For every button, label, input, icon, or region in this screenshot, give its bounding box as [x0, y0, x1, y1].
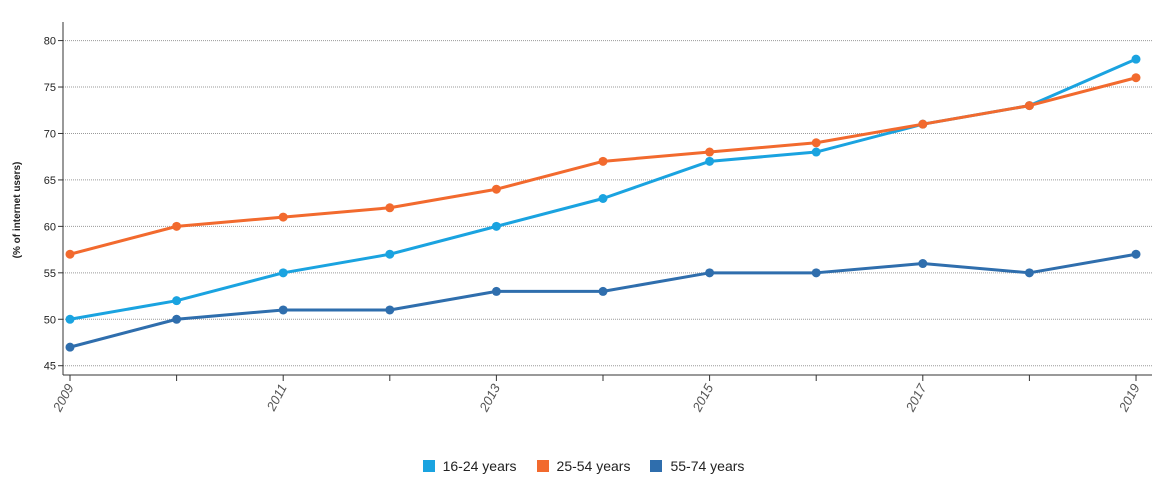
line-chart: 45 50 55 60 65 70 75 80 2009 2011 2013 2015 2017 201… [12, 22, 1152, 415]
data-point[interactable] [598, 286, 608, 296]
data-point[interactable] [278, 212, 288, 222]
data-point[interactable] [65, 342, 75, 352]
data-point[interactable] [278, 268, 288, 278]
data-point[interactable] [1024, 268, 1034, 278]
x-tick-label: 2011 [263, 381, 290, 414]
data-point[interactable] [65, 314, 75, 324]
legend: 16-24 years 25-54 years 55-74 years [0, 458, 1167, 474]
y-tick-label: 55 [44, 268, 56, 280]
data-point[interactable] [491, 221, 501, 231]
legend-swatch [536, 460, 549, 472]
y-tick-label: 75 [44, 82, 56, 94]
legend-label: 25-54 years [556, 458, 631, 474]
legend-swatch [422, 460, 435, 472]
legend-item[interactable]: 16-24 years [422, 458, 517, 474]
series-25-54-years [65, 73, 1141, 259]
y-tick-label: 45 [44, 361, 56, 373]
legend-label: 16-24 years [442, 458, 517, 474]
data-point[interactable] [491, 286, 501, 296]
data-point[interactable] [811, 147, 821, 157]
y-axis-label: (% of internet users) [12, 162, 23, 259]
legend-label: 55-74 years [670, 458, 745, 474]
series-55-74-years [65, 249, 1141, 352]
data-point[interactable] [385, 249, 395, 259]
data-point[interactable] [705, 156, 715, 166]
data-point[interactable] [278, 305, 288, 315]
data-point[interactable] [811, 268, 821, 278]
x-axis-ticks: 2009 2011 2013 2015 2017 2019 [49, 375, 1143, 415]
x-tick-label: 2009 [49, 381, 76, 414]
series-line [69, 252, 1137, 349]
y-tick-label: 70 [44, 128, 56, 140]
data-point[interactable] [598, 194, 608, 203]
data-point[interactable] [65, 249, 75, 259]
x-tick-label: 2017 [902, 381, 930, 415]
series-line [69, 76, 1137, 256]
x-tick-label: 2013 [476, 381, 504, 415]
data-point[interactable] [918, 259, 928, 269]
data-point[interactable] [385, 305, 395, 315]
legend-item[interactable]: 25-54 years [536, 458, 631, 474]
data-point[interactable] [385, 203, 395, 213]
data-point[interactable] [598, 156, 608, 166]
data-point[interactable] [1131, 54, 1141, 64]
data-point[interactable] [705, 268, 715, 278]
series-line [69, 57, 1137, 321]
data-point[interactable] [918, 119, 928, 129]
data-point[interactable] [1024, 101, 1034, 111]
legend-item[interactable]: 55-74 years [650, 458, 744, 474]
data-point[interactable] [1131, 73, 1141, 83]
series-16-24-years [65, 54, 1141, 324]
y-tick-label: 65 [44, 175, 56, 187]
data-point[interactable] [491, 184, 501, 194]
x-tick-label: 2019 [1115, 381, 1142, 414]
legend-swatch [650, 460, 663, 472]
y-axis-ticks: 45 50 55 60 65 70 75 80 [44, 36, 63, 373]
y-tick-label: 50 [44, 314, 56, 326]
data-point[interactable] [172, 314, 182, 324]
y-tick-label: 80 [44, 36, 56, 48]
y-tick-label: 60 [44, 221, 56, 233]
data-point[interactable] [172, 221, 182, 231]
data-point[interactable] [1131, 249, 1141, 259]
grid-lines [63, 40, 1152, 367]
data-point[interactable] [172, 296, 182, 306]
data-point[interactable] [811, 138, 821, 148]
data-point[interactable] [705, 147, 715, 157]
series-group [65, 54, 1141, 352]
x-tick-label: 2015 [689, 381, 717, 415]
